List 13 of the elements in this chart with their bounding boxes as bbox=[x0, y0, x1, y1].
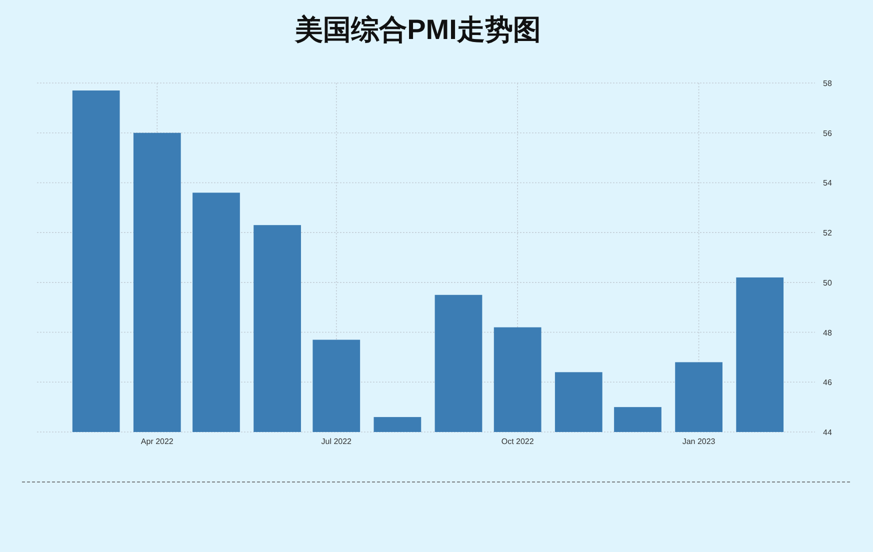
title: 美国综合PMI走势图 bbox=[295, 14, 541, 45]
y-tick-label: 48 bbox=[823, 328, 832, 338]
x-tick-label: Apr 2022 bbox=[140, 437, 174, 446]
y-tick-label: 58 bbox=[823, 79, 832, 88]
x-tick-label: Jan 2023 bbox=[682, 437, 716, 446]
x-tick-label: Jul 2022 bbox=[321, 437, 352, 446]
x-tick-label: Oct 2022 bbox=[501, 437, 534, 446]
y-tick-label: 56 bbox=[823, 128, 832, 138]
y-tick-label: 50 bbox=[823, 278, 832, 288]
y-tick-label: 46 bbox=[823, 378, 832, 388]
y-tick-label: 52 bbox=[823, 228, 832, 238]
y-tick-label: 44 bbox=[823, 428, 832, 437]
y-tick-label: 54 bbox=[823, 178, 832, 188]
